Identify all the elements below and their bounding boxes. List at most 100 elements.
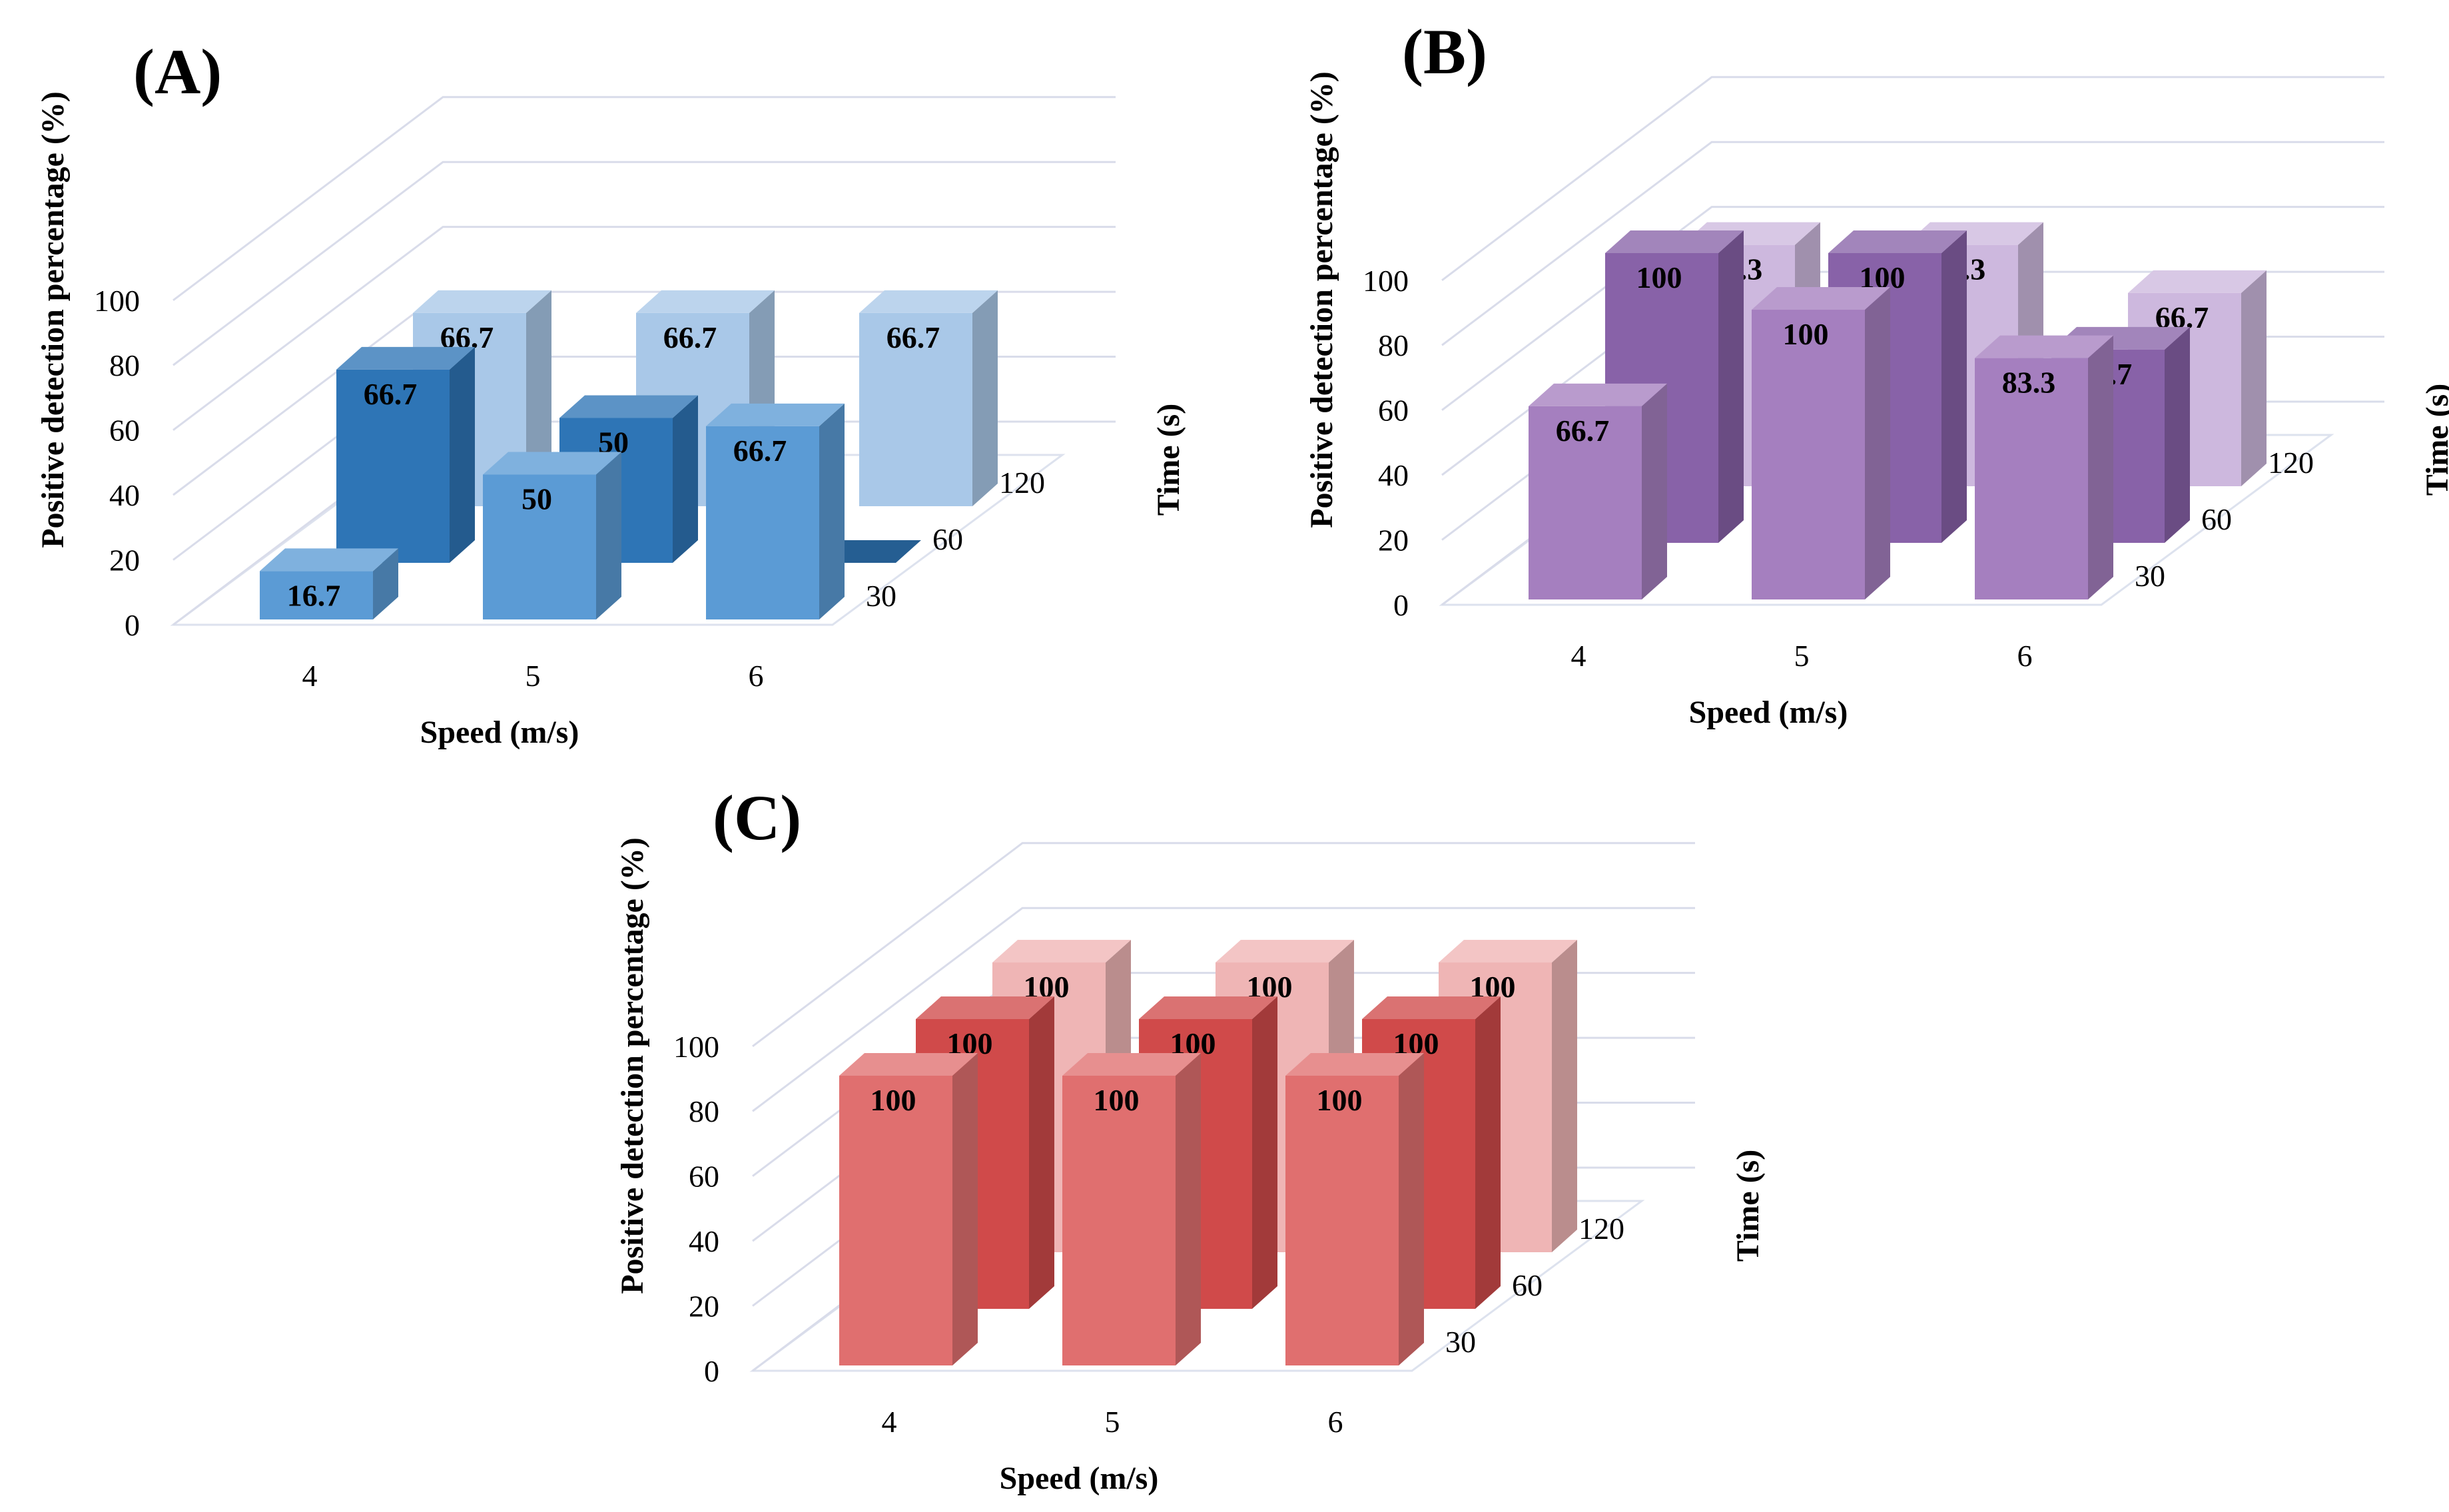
- x-axis-title: Speed (m/s): [1689, 695, 1848, 730]
- data-label: 100: [1636, 260, 1682, 294]
- panel-label: (C): [713, 782, 801, 853]
- x-tick-label: 4: [882, 1405, 897, 1439]
- bar-side: [972, 290, 998, 506]
- bar-side: [1252, 996, 1277, 1309]
- bar-top: [336, 346, 475, 370]
- bar-top: [1216, 940, 1354, 962]
- panel-a: 02040608010066.766.766.766.750016.75066.…: [35, 36, 1186, 750]
- panel-b: 02040608010083.383.366.710010066.766.710…: [1304, 16, 2449, 730]
- gridline: [173, 161, 1116, 366]
- data-label: 50: [522, 482, 552, 516]
- bar: [1529, 383, 1667, 599]
- bar-top: [1139, 996, 1277, 1019]
- y-tick-label: 100: [94, 284, 140, 318]
- bar: [1975, 335, 2113, 599]
- gridline: [173, 96, 1116, 301]
- bar-side: [1475, 996, 1501, 1309]
- bar-top: [1285, 1053, 1424, 1076]
- bar: [260, 548, 398, 619]
- y-tick-label: 20: [109, 544, 140, 577]
- z-tick-label: 30: [2135, 559, 2165, 593]
- z-tick-label: 120: [999, 466, 1045, 500]
- y-tick-label: 100: [1363, 264, 1409, 298]
- bar-top: [1605, 230, 1744, 253]
- bar-front: [1285, 1076, 1399, 1365]
- x-tick-label: 5: [1794, 639, 1810, 673]
- bar-side: [1552, 940, 1577, 1252]
- data-label: 66.7: [663, 320, 717, 354]
- bar-side: [1941, 230, 1967, 543]
- bar-front: [1975, 358, 2088, 599]
- gridline: [1441, 76, 2384, 281]
- y-tick-label: 40: [689, 1224, 719, 1258]
- x-tick-label: 4: [1571, 639, 1586, 673]
- bar-side: [2088, 335, 2113, 599]
- bar: [839, 1053, 978, 1365]
- z-tick-label: 120: [1578, 1212, 1624, 1246]
- bar: [483, 452, 621, 619]
- y-tick-label: 60: [109, 414, 140, 448]
- data-label: 66.7: [364, 377, 418, 411]
- bar-side: [1176, 1053, 1201, 1365]
- z-tick-label: 60: [2201, 502, 2232, 536]
- bar: [336, 346, 475, 563]
- z-axis-title: Time (s): [1730, 1150, 1766, 1262]
- bar-side: [819, 403, 845, 619]
- z-tick-label: 30: [866, 579, 896, 613]
- bar-top: [559, 395, 698, 418]
- y-axis-title: Positive detection percentage (%): [35, 91, 71, 548]
- bar-top: [2128, 270, 2267, 293]
- bar-top: [636, 290, 775, 313]
- data-label: 16.7: [287, 578, 341, 612]
- bar-top: [992, 940, 1131, 962]
- bar-front: [839, 1076, 952, 1365]
- gridline: [1441, 141, 2384, 346]
- bar-top: [706, 403, 845, 426]
- y-tick-label: 60: [689, 1160, 719, 1194]
- bar-front: [706, 426, 819, 619]
- bar-top: [1362, 996, 1501, 1019]
- bar-top: [1975, 335, 2113, 358]
- bar-side: [373, 548, 398, 619]
- data-label: 66.7: [733, 434, 787, 468]
- y-tick-label: 80: [689, 1094, 719, 1128]
- data-label: 100: [1783, 317, 1829, 351]
- bar-side: [1642, 383, 1667, 599]
- bar-side: [1029, 996, 1054, 1309]
- x-tick-label: 6: [1328, 1405, 1343, 1439]
- data-label: 100: [1317, 1083, 1363, 1117]
- bar-top: [859, 290, 998, 313]
- bar-top: [483, 452, 621, 475]
- bar: [859, 290, 998, 506]
- y-tick-label: 80: [1378, 328, 1409, 362]
- panel-label: (A): [133, 36, 222, 107]
- x-tick-label: 5: [1105, 1405, 1120, 1439]
- z-tick-label: 30: [1445, 1325, 1476, 1359]
- y-axis-title: Positive detection percentage (%): [615, 837, 650, 1294]
- gridline: [173, 226, 1116, 431]
- bar-front: [260, 571, 373, 619]
- bar: [706, 403, 845, 619]
- bar-top: [1529, 383, 1667, 406]
- bar-top: [1439, 940, 1577, 962]
- z-tick-label: 120: [2268, 446, 2314, 480]
- bar-side: [450, 346, 475, 563]
- z-tick-label: 60: [1512, 1268, 1543, 1302]
- data-label: 100: [871, 1083, 916, 1117]
- y-tick-label: 0: [125, 608, 140, 642]
- bar-side: [952, 1053, 978, 1365]
- y-axis-title: Positive detection percentage (%): [1304, 71, 1339, 528]
- bar-side: [673, 395, 698, 563]
- z-tick-label: 60: [932, 522, 963, 556]
- z-axis-title: Time (s): [2420, 384, 2449, 496]
- y-tick-label: 0: [704, 1354, 719, 1388]
- x-tick-label: 6: [2017, 639, 2033, 673]
- y-tick-label: 80: [109, 348, 140, 382]
- gridline: [752, 842, 1695, 1047]
- gridline: [752, 907, 1695, 1112]
- y-tick-label: 0: [1393, 588, 1409, 622]
- bar: [1752, 287, 1890, 599]
- y-tick-label: 100: [673, 1030, 719, 1064]
